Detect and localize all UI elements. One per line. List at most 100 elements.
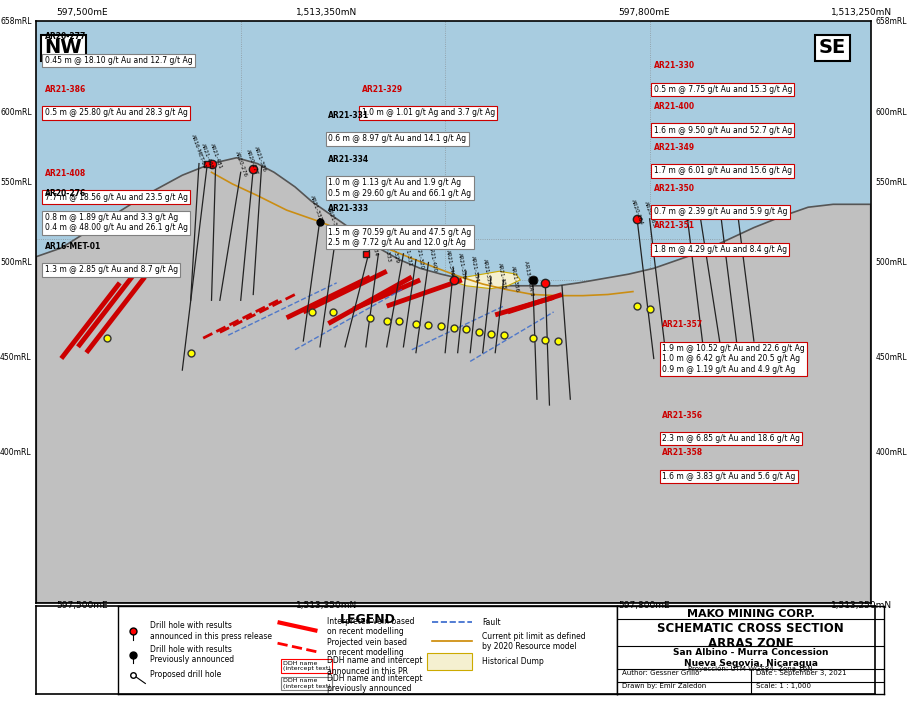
Text: 658mRL: 658mRL xyxy=(875,17,907,25)
Text: 597,500mE: 597,500mE xyxy=(56,601,107,611)
Text: 1.5 m @ 70.59 g/t Au and 47.5 g/t Ag
2.5 m @ 7.72 g/t Au and 12.0 g/t Ag: 1.5 m @ 70.59 g/t Au and 47.5 g/t Ag 2.5… xyxy=(328,228,472,247)
Text: 1,513,350mN: 1,513,350mN xyxy=(296,8,357,17)
Text: AR21-350: AR21-350 xyxy=(457,252,466,280)
Text: AR20-164: AR20-164 xyxy=(630,199,644,226)
Text: Drawn by: Emir Zaledon: Drawn by: Emir Zaledon xyxy=(622,683,707,688)
Text: Historical Dump: Historical Dump xyxy=(483,657,544,666)
Text: 0.7 m @ 2.39 g/t Au and 5.9 g/t Ag: 0.7 m @ 2.39 g/t Au and 5.9 g/t Ag xyxy=(654,207,787,216)
Text: AR21-357: AR21-357 xyxy=(483,258,492,286)
Text: AR21-351: AR21-351 xyxy=(654,222,695,231)
Text: Fault: Fault xyxy=(483,618,501,627)
Text: AR21-329: AR21-329 xyxy=(362,85,403,94)
Text: AR21-333: AR21-333 xyxy=(328,204,369,213)
Text: 1.6 m @ 9.50 g/t Au and 52.7 g/t Ag: 1.6 m @ 9.50 g/t Au and 52.7 g/t Ag xyxy=(654,125,792,135)
Text: AR21-358: AR21-358 xyxy=(497,262,507,290)
Text: AR21-351: AR21-351 xyxy=(470,255,479,283)
Text: AR21-386: AR21-386 xyxy=(253,145,267,172)
Text: 0.5 m @ 25.80 g/t Au and 28.3 g/t Ag: 0.5 m @ 25.80 g/t Au and 28.3 g/t Ag xyxy=(44,108,188,117)
Text: AR21-408: AR21-408 xyxy=(200,142,214,170)
Text: AR20-277: AR20-277 xyxy=(44,32,86,41)
Text: 1.7 m @ 6.01 g/t Au and 15.6 g/t Ag: 1.7 m @ 6.01 g/t Au and 15.6 g/t Ag xyxy=(654,166,792,175)
Text: 1,513,350mN: 1,513,350mN xyxy=(296,601,357,611)
Text: AR13-CATA 3: AR13-CATA 3 xyxy=(523,260,534,296)
Text: 450mRL: 450mRL xyxy=(875,353,907,362)
Text: AR21-400: AR21-400 xyxy=(428,245,437,273)
Text: Proposed drill hole: Proposed drill hole xyxy=(151,670,221,679)
Text: AR21-386: AR21-386 xyxy=(44,85,86,94)
Text: AR21-357: AR21-357 xyxy=(662,320,703,329)
Text: AR20-276: AR20-276 xyxy=(234,151,248,178)
Text: AR16-MET-01: AR16-MET-01 xyxy=(190,134,208,170)
Text: 658mRL: 658mRL xyxy=(0,17,32,25)
Text: AR21-349: AR21-349 xyxy=(654,143,695,152)
Text: Drill hole with results
Previously announced: Drill hole with results Previously annou… xyxy=(151,645,235,665)
Text: NW: NW xyxy=(44,39,83,57)
Text: AR20-277: AR20-277 xyxy=(245,148,258,175)
Text: 500mRL: 500mRL xyxy=(875,259,907,267)
Text: Date : September 3, 2021: Date : September 3, 2021 xyxy=(756,670,846,676)
Polygon shape xyxy=(449,271,521,289)
Text: AR21-350: AR21-350 xyxy=(654,184,695,193)
Polygon shape xyxy=(36,158,871,603)
Text: Projected vein based
on recent modelling: Projected vein based on recent modelling xyxy=(327,638,407,658)
Text: 500mRL: 500mRL xyxy=(0,259,32,267)
Text: 1,513,250mN: 1,513,250mN xyxy=(831,601,892,611)
Text: AR21-358: AR21-358 xyxy=(662,449,703,457)
Text: AR21-408: AR21-408 xyxy=(44,169,86,178)
Text: AR21-481: AR21-481 xyxy=(209,142,222,170)
Text: LEGEND: LEGEND xyxy=(339,613,395,627)
Text: 550mRL: 550mRL xyxy=(875,178,907,186)
Text: SCHEMATIC CROSS SECTION
ARRAS ZONE: SCHEMATIC CROSS SECTION ARRAS ZONE xyxy=(658,622,844,650)
Text: AR21-333: AR21-333 xyxy=(382,235,392,262)
Text: DDH name
(intercept text): DDH name (intercept text) xyxy=(283,678,330,689)
Text: AR20-163: AR20-163 xyxy=(643,200,657,228)
Text: AR21-329: AR21-329 xyxy=(390,237,400,264)
Text: 0.6 m @ 8.97 g/t Au and 14.1 g/t Ag: 0.6 m @ 8.97 g/t Au and 14.1 g/t Ag xyxy=(328,135,466,144)
Text: 400mRL: 400mRL xyxy=(875,448,907,456)
Text: 600mRL: 600mRL xyxy=(875,108,907,116)
Text: 7.7 m @ 18.56 g/t Au and 23.5 g/t Ag: 7.7 m @ 18.56 g/t Au and 23.5 g/t Ag xyxy=(44,193,188,202)
Text: 1,513,250mN: 1,513,250mN xyxy=(831,8,892,17)
Text: AR20-276: AR20-276 xyxy=(44,189,86,198)
Text: Scale: 1 : 1,000: Scale: 1 : 1,000 xyxy=(756,683,811,688)
Text: 2.3 m @ 6.85 g/t Au and 18.6 g/t Ag: 2.3 m @ 6.85 g/t Au and 18.6 g/t Ag xyxy=(662,434,800,443)
Text: 1.9 m @ 10.52 g/t Au and 22.6 g/t Ag
1.0 m @ 6.42 g/t Au and 20.5 g/t Ag
0.9 m @: 1.9 m @ 10.52 g/t Au and 22.6 g/t Ag 1.0… xyxy=(662,344,805,374)
Text: 1.8 m @ 4.29 g/t Au and 8.4 g/t Ag: 1.8 m @ 4.29 g/t Au and 8.4 g/t Ag xyxy=(654,245,787,254)
Text: 0.45 m @ 18.10 g/t Au and 12.7 g/t Ag: 0.45 m @ 18.10 g/t Au and 12.7 g/t Ag xyxy=(44,56,192,65)
Text: 1.3 m @ 2.85 g/t Au and 8.7 g/t Ag: 1.3 m @ 2.85 g/t Au and 8.7 g/t Ag xyxy=(44,266,178,274)
Text: AR21-331: AR21-331 xyxy=(328,111,369,120)
Text: 597,800mE: 597,800mE xyxy=(619,8,669,17)
Text: 597,500mE: 597,500mE xyxy=(56,8,107,17)
Text: 450mRL: 450mRL xyxy=(0,353,32,362)
Text: 1.0 m @ 1.01 g/t Ag and 3.7 g/t Ag: 1.0 m @ 1.01 g/t Ag and 3.7 g/t Ag xyxy=(362,108,495,117)
Text: AR21-400: AR21-400 xyxy=(654,102,695,111)
Text: AR21-334: AR21-334 xyxy=(328,155,369,163)
Text: AR21-356: AR21-356 xyxy=(510,265,519,293)
Text: AR21-330: AR21-330 xyxy=(654,62,695,71)
Text: 600mRL: 600mRL xyxy=(0,108,32,116)
Text: AR21-334: AR21-334 xyxy=(369,229,379,257)
Text: Proyección: UTM WGS84, Zona 16N: Proyección: UTM WGS84, Zona 16N xyxy=(688,665,813,672)
Text: AR16-MET-01: AR16-MET-01 xyxy=(44,242,101,251)
Text: AR21-393: AR21-393 xyxy=(326,206,339,233)
Text: SE: SE xyxy=(818,39,845,57)
Text: San Albino - Murra Concession
Nueva Segovia, Nicaragua: San Albino - Murra Concession Nueva Sego… xyxy=(673,648,828,668)
Text: AR21-320: AR21-320 xyxy=(415,243,424,270)
Text: DDH name and intercept
previously announced: DDH name and intercept previously announ… xyxy=(327,674,423,693)
Text: AR21-331: AR21-331 xyxy=(403,240,413,267)
Text: AR21-356: AR21-356 xyxy=(662,411,703,420)
Text: 400mRL: 400mRL xyxy=(0,448,32,456)
Text: MAKO MINING CORP.: MAKO MINING CORP. xyxy=(687,609,814,619)
Text: 0.5 m @ 7.75 g/t Au and 15.3 g/t Ag: 0.5 m @ 7.75 g/t Au and 15.3 g/t Ag xyxy=(654,85,792,94)
Text: 0.8 m @ 1.89 g/t Au and 3.3 g/t Ag
0.4 m @ 48.00 g/t Au and 26.1 g/t Ag: 0.8 m @ 1.89 g/t Au and 3.3 g/t Ag 0.4 m… xyxy=(44,213,188,233)
Text: Drill hole with results
announced in this press release: Drill hole with results announced in thi… xyxy=(151,621,272,641)
Text: Author: Gessner Grillo: Author: Gessner Grillo xyxy=(622,670,699,676)
Text: 1.0 m @ 1.13 g/t Au and 1.9 g/t Ag
0.5 m @ 29.60 g/t Au and 66.1 g/t Ag: 1.0 m @ 1.13 g/t Au and 1.9 g/t Ag 0.5 m… xyxy=(328,178,472,198)
FancyBboxPatch shape xyxy=(427,653,472,670)
Text: Current pit limit as defined
by 2020 Resource model: Current pit limit as defined by 2020 Res… xyxy=(483,632,586,651)
Text: AR21-332: AR21-332 xyxy=(309,195,323,222)
Text: Interpreted vein based
on recent modelling: Interpreted vein based on recent modelli… xyxy=(327,617,414,637)
Text: 1.6 m @ 3.83 g/t Au and 5.6 g/t Ag: 1.6 m @ 3.83 g/t Au and 5.6 g/t Ag xyxy=(662,472,795,481)
Text: DDH name and intercept
announced in this PR: DDH name and intercept announced in this… xyxy=(327,656,423,676)
Text: AR21-349: AR21-349 xyxy=(444,250,454,277)
